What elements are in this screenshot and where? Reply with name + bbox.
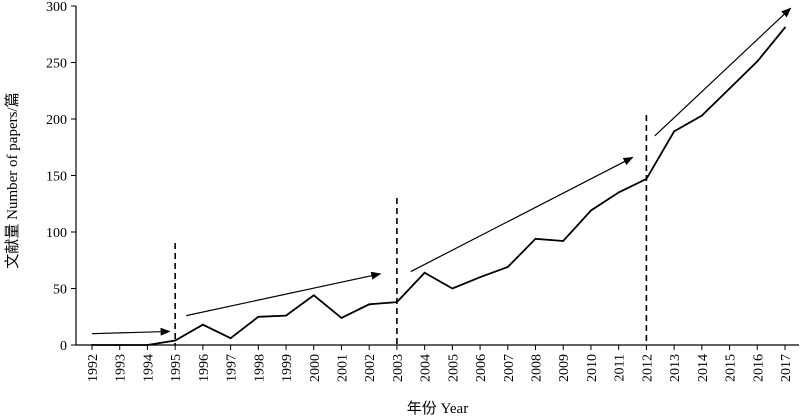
data-point bbox=[312, 294, 315, 297]
x-tick-label: 2009 bbox=[557, 354, 572, 382]
x-tick-label: 2011 bbox=[613, 354, 628, 381]
x-tick-label: 2003 bbox=[391, 354, 406, 382]
y-tick-label: 100 bbox=[46, 226, 67, 241]
data-point bbox=[118, 344, 121, 346]
x-axis-title: 年份 Year bbox=[407, 400, 468, 417]
data-point bbox=[174, 339, 177, 342]
x-tick-label: 1997 bbox=[225, 354, 240, 382]
x-axis-ticks: 1992 1993 1994 1995 1996 1997 1998 1999 2000 2001… bbox=[86, 345, 794, 382]
x-tick-label: 1994 bbox=[141, 354, 156, 382]
x-tick-label: 2016 bbox=[751, 354, 766, 382]
x-tick-label: 2004 bbox=[419, 354, 434, 382]
series-group bbox=[91, 26, 786, 346]
series-line bbox=[92, 26, 786, 346]
data-point bbox=[257, 315, 260, 318]
x-tick-label: 2015 bbox=[724, 354, 739, 382]
trend-arrow bbox=[654, 7, 792, 137]
data-point bbox=[506, 266, 509, 268]
data-point bbox=[451, 287, 454, 290]
x-tick-label: 2013 bbox=[668, 354, 683, 382]
trend-arrow bbox=[91, 327, 171, 336]
x-tick-label: 2007 bbox=[502, 354, 517, 382]
data-point bbox=[756, 60, 759, 63]
data-point bbox=[368, 303, 371, 306]
data-point bbox=[617, 191, 620, 194]
data-point bbox=[229, 337, 232, 340]
data-point bbox=[479, 276, 481, 279]
trend-arrows bbox=[91, 7, 792, 336]
x-tick-label: 2010 bbox=[585, 354, 600, 382]
data-point bbox=[146, 344, 149, 346]
y-tick-label: 250 bbox=[46, 57, 67, 72]
x-tick-label: 1998 bbox=[252, 354, 267, 382]
axes bbox=[75, 6, 799, 346]
y-tick-label: 50 bbox=[53, 283, 67, 298]
data-point bbox=[673, 130, 676, 133]
data-point bbox=[340, 316, 343, 319]
x-tick-label: 2012 bbox=[640, 354, 655, 382]
data-point bbox=[285, 314, 287, 317]
data-point bbox=[396, 301, 398, 303]
x-tick-label: 2006 bbox=[474, 354, 489, 382]
data-point bbox=[728, 87, 731, 90]
data-point bbox=[534, 237, 537, 240]
x-tick-label: 1993 bbox=[114, 354, 129, 382]
y-tick-label: 300 bbox=[46, 0, 67, 15]
data-point bbox=[423, 271, 426, 274]
y-tick-label: 200 bbox=[46, 113, 67, 128]
data-point bbox=[201, 323, 204, 326]
x-tick-label: 2008 bbox=[530, 354, 545, 382]
y-tick-label: 150 bbox=[46, 170, 67, 185]
y-axis-ticks: 0 50 100 150 200 250 300 bbox=[46, 0, 76, 354]
y-tick-label: 0 bbox=[60, 339, 67, 354]
x-tick-label: 2017 bbox=[779, 354, 794, 382]
x-tick-label: 1999 bbox=[280, 354, 295, 382]
y-axis-title: 文献量 Number of papers/篇 bbox=[3, 92, 21, 268]
data-point bbox=[645, 177, 648, 180]
data-point bbox=[700, 114, 703, 117]
trend-arrow bbox=[410, 156, 634, 273]
data-point bbox=[91, 344, 93, 346]
data-point bbox=[562, 240, 565, 242]
x-tick-label: 1995 bbox=[169, 354, 184, 382]
x-tick-label: 2014 bbox=[696, 354, 711, 382]
x-tick-label: 1992 bbox=[86, 354, 101, 382]
x-tick-label: 1996 bbox=[197, 354, 212, 382]
period-boundaries bbox=[174, 115, 648, 345]
x-tick-label: 2005 bbox=[446, 354, 461, 382]
x-tick-label: 2000 bbox=[308, 354, 323, 382]
trend-arrow bbox=[186, 271, 382, 317]
x-tick-label: 2002 bbox=[363, 354, 378, 382]
x-tick-label: 2001 bbox=[335, 354, 350, 382]
data-point bbox=[784, 26, 786, 29]
data-point bbox=[590, 209, 592, 212]
